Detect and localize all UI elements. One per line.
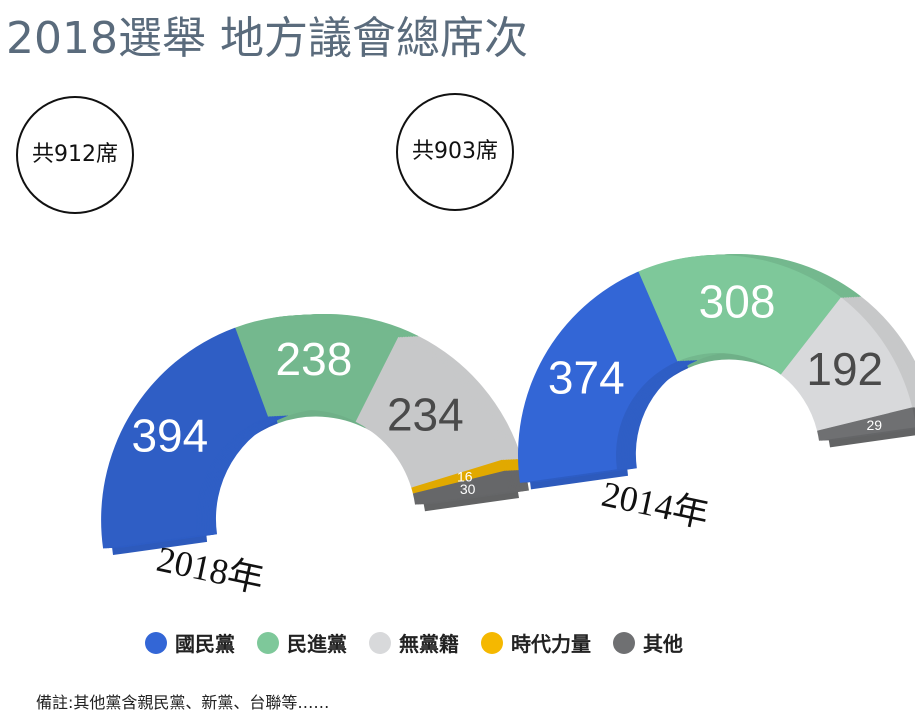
slice-label: 29 (866, 417, 882, 433)
total-label: 共903席 (412, 139, 498, 164)
legend-label: 國民黨 (175, 632, 235, 656)
slice-label: 238 (276, 333, 353, 385)
legend-item: 國民黨 (145, 628, 235, 657)
slice-民進黨 (638, 255, 841, 375)
legend-label: 其他 (643, 632, 683, 656)
slice-side (355, 336, 503, 488)
slice-label: 394 (131, 409, 208, 461)
legend-item: 無黨籍 (369, 628, 459, 657)
chart-1: 374 308 192 29 (518, 254, 915, 490)
legend-swatch (613, 631, 635, 654)
slice-label: 16 (457, 469, 473, 485)
legend: 國民黨 民進黨 無黨籍 時代力量 其他 (145, 628, 683, 657)
slice-其他 (817, 407, 915, 441)
year-label: 2014年 (598, 474, 712, 536)
slice-label: 192 (806, 343, 883, 395)
legend-item: 時代力量 (481, 628, 591, 657)
slice-side (101, 327, 269, 549)
slice-label: 308 (699, 275, 776, 327)
slice-side (412, 470, 510, 505)
legend-label: 時代力量 (511, 632, 591, 656)
slice-label: 374 (548, 351, 625, 403)
legend-swatch (257, 631, 279, 654)
footnote: 備註:其他黨含親民黨、新黨、台聯等…… (36, 693, 330, 712)
total-label: 共912席 (32, 142, 118, 167)
slice-label: 30 (460, 481, 476, 497)
total-circle (396, 93, 514, 211)
slice-side (411, 459, 506, 494)
chart-title: 2018選舉 地方議會總席次 (6, 13, 528, 64)
legend-swatch (145, 631, 167, 654)
legend-swatch (481, 631, 503, 654)
legend-label: 無黨籍 (399, 632, 459, 656)
total-circle (16, 96, 134, 214)
year-label: 2018年 (153, 539, 267, 601)
slice-label: 234 (387, 389, 464, 441)
legend-item: 其他 (613, 628, 683, 657)
legend-label: 民進黨 (287, 632, 347, 656)
slice-無黨籍 (780, 297, 913, 431)
legend-swatch (369, 631, 391, 654)
slice-side (235, 315, 399, 422)
legend-item: 民進黨 (257, 628, 347, 657)
slice-國民黨 (518, 271, 678, 483)
